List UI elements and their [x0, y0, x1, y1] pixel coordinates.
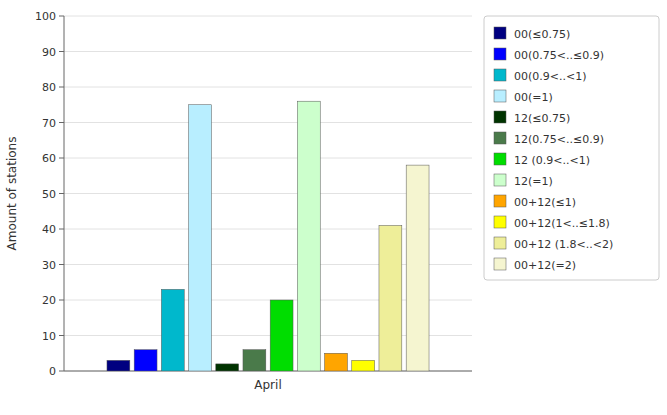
bars	[107, 101, 429, 371]
bar	[189, 105, 212, 371]
y-tick-label: 70	[42, 117, 56, 130]
y-tick	[59, 87, 64, 88]
y-tick-label: 20	[42, 294, 56, 307]
y-tick-label: 60	[42, 152, 56, 165]
legend-swatch	[494, 48, 506, 60]
legend-label: 12(≤0.75)	[514, 112, 570, 125]
legend-frame	[484, 16, 659, 280]
x-axis: April	[254, 378, 281, 392]
legend-swatch	[494, 258, 506, 270]
legend-label: 12(0.75<..≤0.9)	[514, 133, 604, 146]
legend-label: 00+12(1<..≤1.8)	[514, 217, 610, 230]
y-tick	[59, 122, 64, 123]
y-tick	[59, 229, 64, 230]
legend-label: 00(0.75<..≤0.9)	[514, 49, 604, 62]
y-tick	[59, 193, 64, 194]
y-tick	[59, 16, 64, 17]
legend-label: 00+12(=2)	[514, 259, 576, 272]
y-tick	[59, 158, 64, 159]
bar	[161, 289, 184, 371]
legend-swatch	[494, 216, 506, 228]
legend-label: 00(≤0.75)	[514, 28, 570, 41]
legend-swatch	[494, 195, 506, 207]
grid-line	[64, 16, 472, 17]
y-tick	[59, 51, 64, 52]
y-tick-label: 0	[49, 365, 56, 378]
bar	[379, 225, 402, 371]
legend-label: 00(=1)	[514, 91, 553, 104]
y-tick	[59, 264, 64, 265]
grid-line	[64, 158, 472, 159]
bar	[134, 350, 157, 371]
grid-line	[64, 87, 472, 88]
legend-label: 12(=1)	[514, 175, 553, 188]
legend-label: 00+12 (1.8<..<2)	[514, 238, 613, 251]
legend-swatch	[494, 174, 506, 186]
bar	[352, 360, 375, 371]
y-tick-label: 40	[42, 223, 56, 236]
legend-swatch	[494, 90, 506, 102]
bar	[325, 353, 348, 371]
y-axis: 0 10 20 30 40 50 60 70 80 90 100	[35, 10, 64, 378]
chart: 0 10 20 30 40 50 60 70 80 90 100 April Amount of sta…	[0, 0, 667, 415]
y-axis-line	[64, 16, 65, 371]
grid-line	[64, 51, 472, 52]
bar	[216, 364, 239, 371]
bar	[270, 300, 293, 371]
legend-label: 00(0.9<..<1)	[514, 70, 587, 83]
y-tick	[59, 300, 64, 301]
legend-swatch	[494, 132, 506, 144]
y-tick-label: 10	[42, 330, 56, 343]
legend-swatch	[494, 111, 506, 123]
x-tick-label: April	[254, 378, 281, 392]
legend-swatch	[494, 69, 506, 81]
legend-swatch	[494, 27, 506, 39]
y-tick	[59, 335, 64, 336]
bar	[297, 101, 320, 371]
y-axis-label: Amount of stations	[5, 137, 19, 251]
y-tick-label: 80	[42, 81, 56, 94]
bar	[243, 350, 266, 371]
legend: 00(≤0.75) 00(0.75<..≤0.9) 00(0.9<..<1) 00(=…	[484, 16, 659, 280]
y-tick	[59, 371, 64, 372]
y-tick-label: 100	[35, 10, 56, 23]
legend-label: 00+12(≤1)	[514, 196, 576, 209]
y-tick-label: 50	[42, 188, 56, 201]
grid	[64, 16, 472, 371]
bar	[406, 165, 429, 371]
legend-swatch	[494, 237, 506, 249]
y-tick-label: 30	[42, 259, 56, 272]
legend-label: 12 (0.9<..<1)	[514, 154, 590, 167]
page: {"chart_data": {"type": "bar", "categori…	[0, 0, 667, 415]
y-tick-label: 90	[42, 46, 56, 59]
grid-line	[64, 122, 472, 123]
legend-swatch	[494, 153, 506, 165]
bar	[107, 360, 130, 371]
